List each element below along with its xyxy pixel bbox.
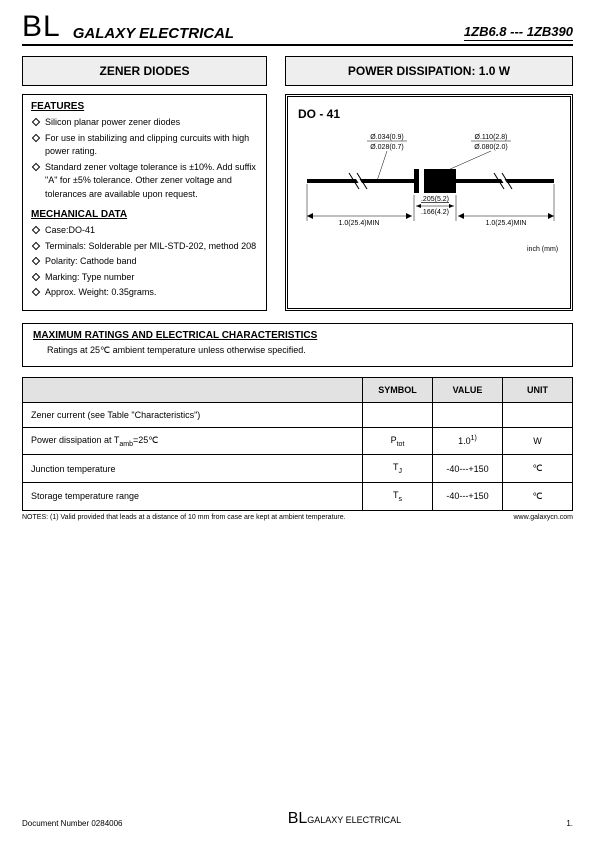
document-number: Document Number 0284006 — [22, 819, 123, 828]
value-cell — [433, 402, 503, 427]
ratings-box: MAXIMUM RATINGS AND ELECTRICAL CHARACTER… — [22, 323, 573, 367]
feature-item: Standard zener voltage tolerance is ±10%… — [31, 161, 258, 202]
feature-text: Silicon planar power zener diodes — [45, 116, 180, 130]
param-cell: Power dissipation at Tamb=25℃ — [23, 427, 363, 455]
symbol-cell: Ts — [363, 483, 433, 511]
mech-heading: MECHANICAL DATA — [31, 209, 258, 220]
dim-body-diameter-2: Ø.080(2.0) — [474, 144, 507, 151]
col-param — [23, 377, 363, 402]
symbol-cell: TJ — [363, 455, 433, 483]
mech-text: Case:DO-41 — [45, 224, 95, 238]
feature-text: For use in stabilizing and clipping curc… — [45, 132, 258, 159]
notes-row: NOTES: (1) Valid provided that leads at … — [22, 514, 573, 521]
product-type-title: ZENER DIODES — [22, 56, 267, 86]
symbol-cell: Ptot — [363, 427, 433, 455]
table-row: Junction temperature TJ -40---+150 ℃ — [23, 455, 573, 483]
mech-item: Polarity: Cathode band — [31, 255, 258, 269]
table-header-row: SYMBOL VALUE UNIT — [23, 377, 573, 402]
dim-body-diameter: Ø.110(2.8) — [475, 134, 508, 141]
table-row: Power dissipation at Tamb=25℃ Ptot 1.01)… — [23, 427, 573, 455]
unit-note: inch (mm) — [527, 246, 558, 253]
package-diagram-box: DO - 41 Ø.034(0.9) Ø.028(0.7) Ø.110(2.8)… — [285, 94, 573, 311]
page-footer: Document Number 0284006 BLGALAXY ELECTRI… — [22, 810, 573, 828]
mech-item: Marking: Type number — [31, 271, 258, 285]
footer-company: GALAXY ELECTRICAL — [307, 815, 401, 825]
mech-item: Case:DO-41 — [31, 224, 258, 238]
col-unit: UNIT — [503, 377, 573, 402]
col-symbol: SYMBOL — [363, 377, 433, 402]
notes-text: NOTES: (1) Valid provided that leads at … — [22, 514, 346, 521]
dim-lead-diameter: Ø.034(0.9) — [370, 134, 403, 141]
feature-item: For use in stabilizing and clipping curc… — [31, 132, 258, 159]
dim-body-length: .205(5.2) — [421, 196, 449, 203]
footer-logo-text: BL — [288, 810, 308, 827]
param-cell: Zener current (see Table "Characteristic… — [23, 402, 363, 427]
features-box: FEATURES Silicon planar power zener diod… — [22, 94, 267, 311]
diode-outline-diagram: Ø.034(0.9) Ø.028(0.7) Ø.110(2.8) Ø.080(2… — [298, 121, 560, 271]
logo-text: BL — [22, 12, 61, 42]
diamond-icon — [32, 272, 40, 280]
diamond-icon — [32, 162, 40, 170]
symbol-cell — [363, 402, 433, 427]
diamond-icon — [32, 133, 40, 141]
mech-item: Terminals: Solderable per MIL-STD-202, m… — [31, 240, 258, 254]
table-row: Zener current (see Table "Characteristic… — [23, 402, 573, 427]
ratings-table: SYMBOL VALUE UNIT Zener current (see Tab… — [22, 377, 573, 511]
mech-text: Approx. Weight: 0.35grams. — [45, 286, 156, 300]
dim-lead-diameter-2: Ø.028(0.7) — [370, 144, 403, 151]
value-cell: 1.01) — [433, 427, 503, 455]
footer-logo: BLGALAXY ELECTRICAL — [288, 810, 401, 828]
feature-text: Standard zener voltage tolerance is ±10%… — [45, 161, 258, 202]
mech-text: Polarity: Cathode band — [45, 255, 137, 269]
website-url: www.galaxycn.com — [513, 514, 573, 521]
col-value: VALUE — [433, 377, 503, 402]
param-cell: Storage temperature range — [23, 483, 363, 511]
dim-lead-length-right: 1.0(25.4)MIN — [486, 220, 527, 227]
unit-cell — [503, 402, 573, 427]
unit-cell: ℃ — [503, 483, 573, 511]
page-header: BL GALAXY ELECTRICAL 1ZB6.8 --- 1ZB390 — [22, 12, 573, 46]
power-dissipation-title: POWER DISSIPATION: 1.0 W — [285, 56, 573, 86]
diamond-icon — [32, 226, 40, 234]
ratings-note: Ratings at 25℃ ambient temperature unles… — [47, 345, 562, 356]
subtitle-row: ZENER DIODES POWER DISSIPATION: 1.0 W — [22, 56, 573, 86]
diamond-icon — [32, 257, 40, 265]
diamond-icon — [32, 288, 40, 296]
unit-cell: ℃ — [503, 455, 573, 483]
value-cell: -40---+150 — [433, 483, 503, 511]
diamond-icon — [32, 241, 40, 249]
features-heading: FEATURES — [31, 101, 258, 112]
diamond-icon — [32, 118, 40, 126]
dim-body-length-2: .166(4.2) — [421, 209, 449, 216]
package-label: DO - 41 — [298, 107, 560, 121]
part-number-range: 1ZB6.8 --- 1ZB390 — [464, 24, 573, 41]
ratings-title: MAXIMUM RATINGS AND ELECTRICAL CHARACTER… — [33, 330, 562, 341]
table-row: Storage temperature range Ts -40---+150 … — [23, 483, 573, 511]
feature-item: Silicon planar power zener diodes — [31, 116, 258, 130]
company-name: GALAXY ELECTRICAL — [73, 25, 464, 42]
dim-lead-length-left: 1.0(25.4)MIN — [339, 220, 380, 227]
unit-cell: W — [503, 427, 573, 455]
value-cell: -40---+150 — [433, 455, 503, 483]
param-cell: Junction temperature — [23, 455, 363, 483]
page-number: 1. — [566, 819, 573, 828]
mech-text: Terminals: Solderable per MIL-STD-202, m… — [45, 240, 256, 254]
mech-item: Approx. Weight: 0.35grams. — [31, 286, 258, 300]
mech-text: Marking: Type number — [45, 271, 134, 285]
mid-section: FEATURES Silicon planar power zener diod… — [22, 94, 573, 311]
